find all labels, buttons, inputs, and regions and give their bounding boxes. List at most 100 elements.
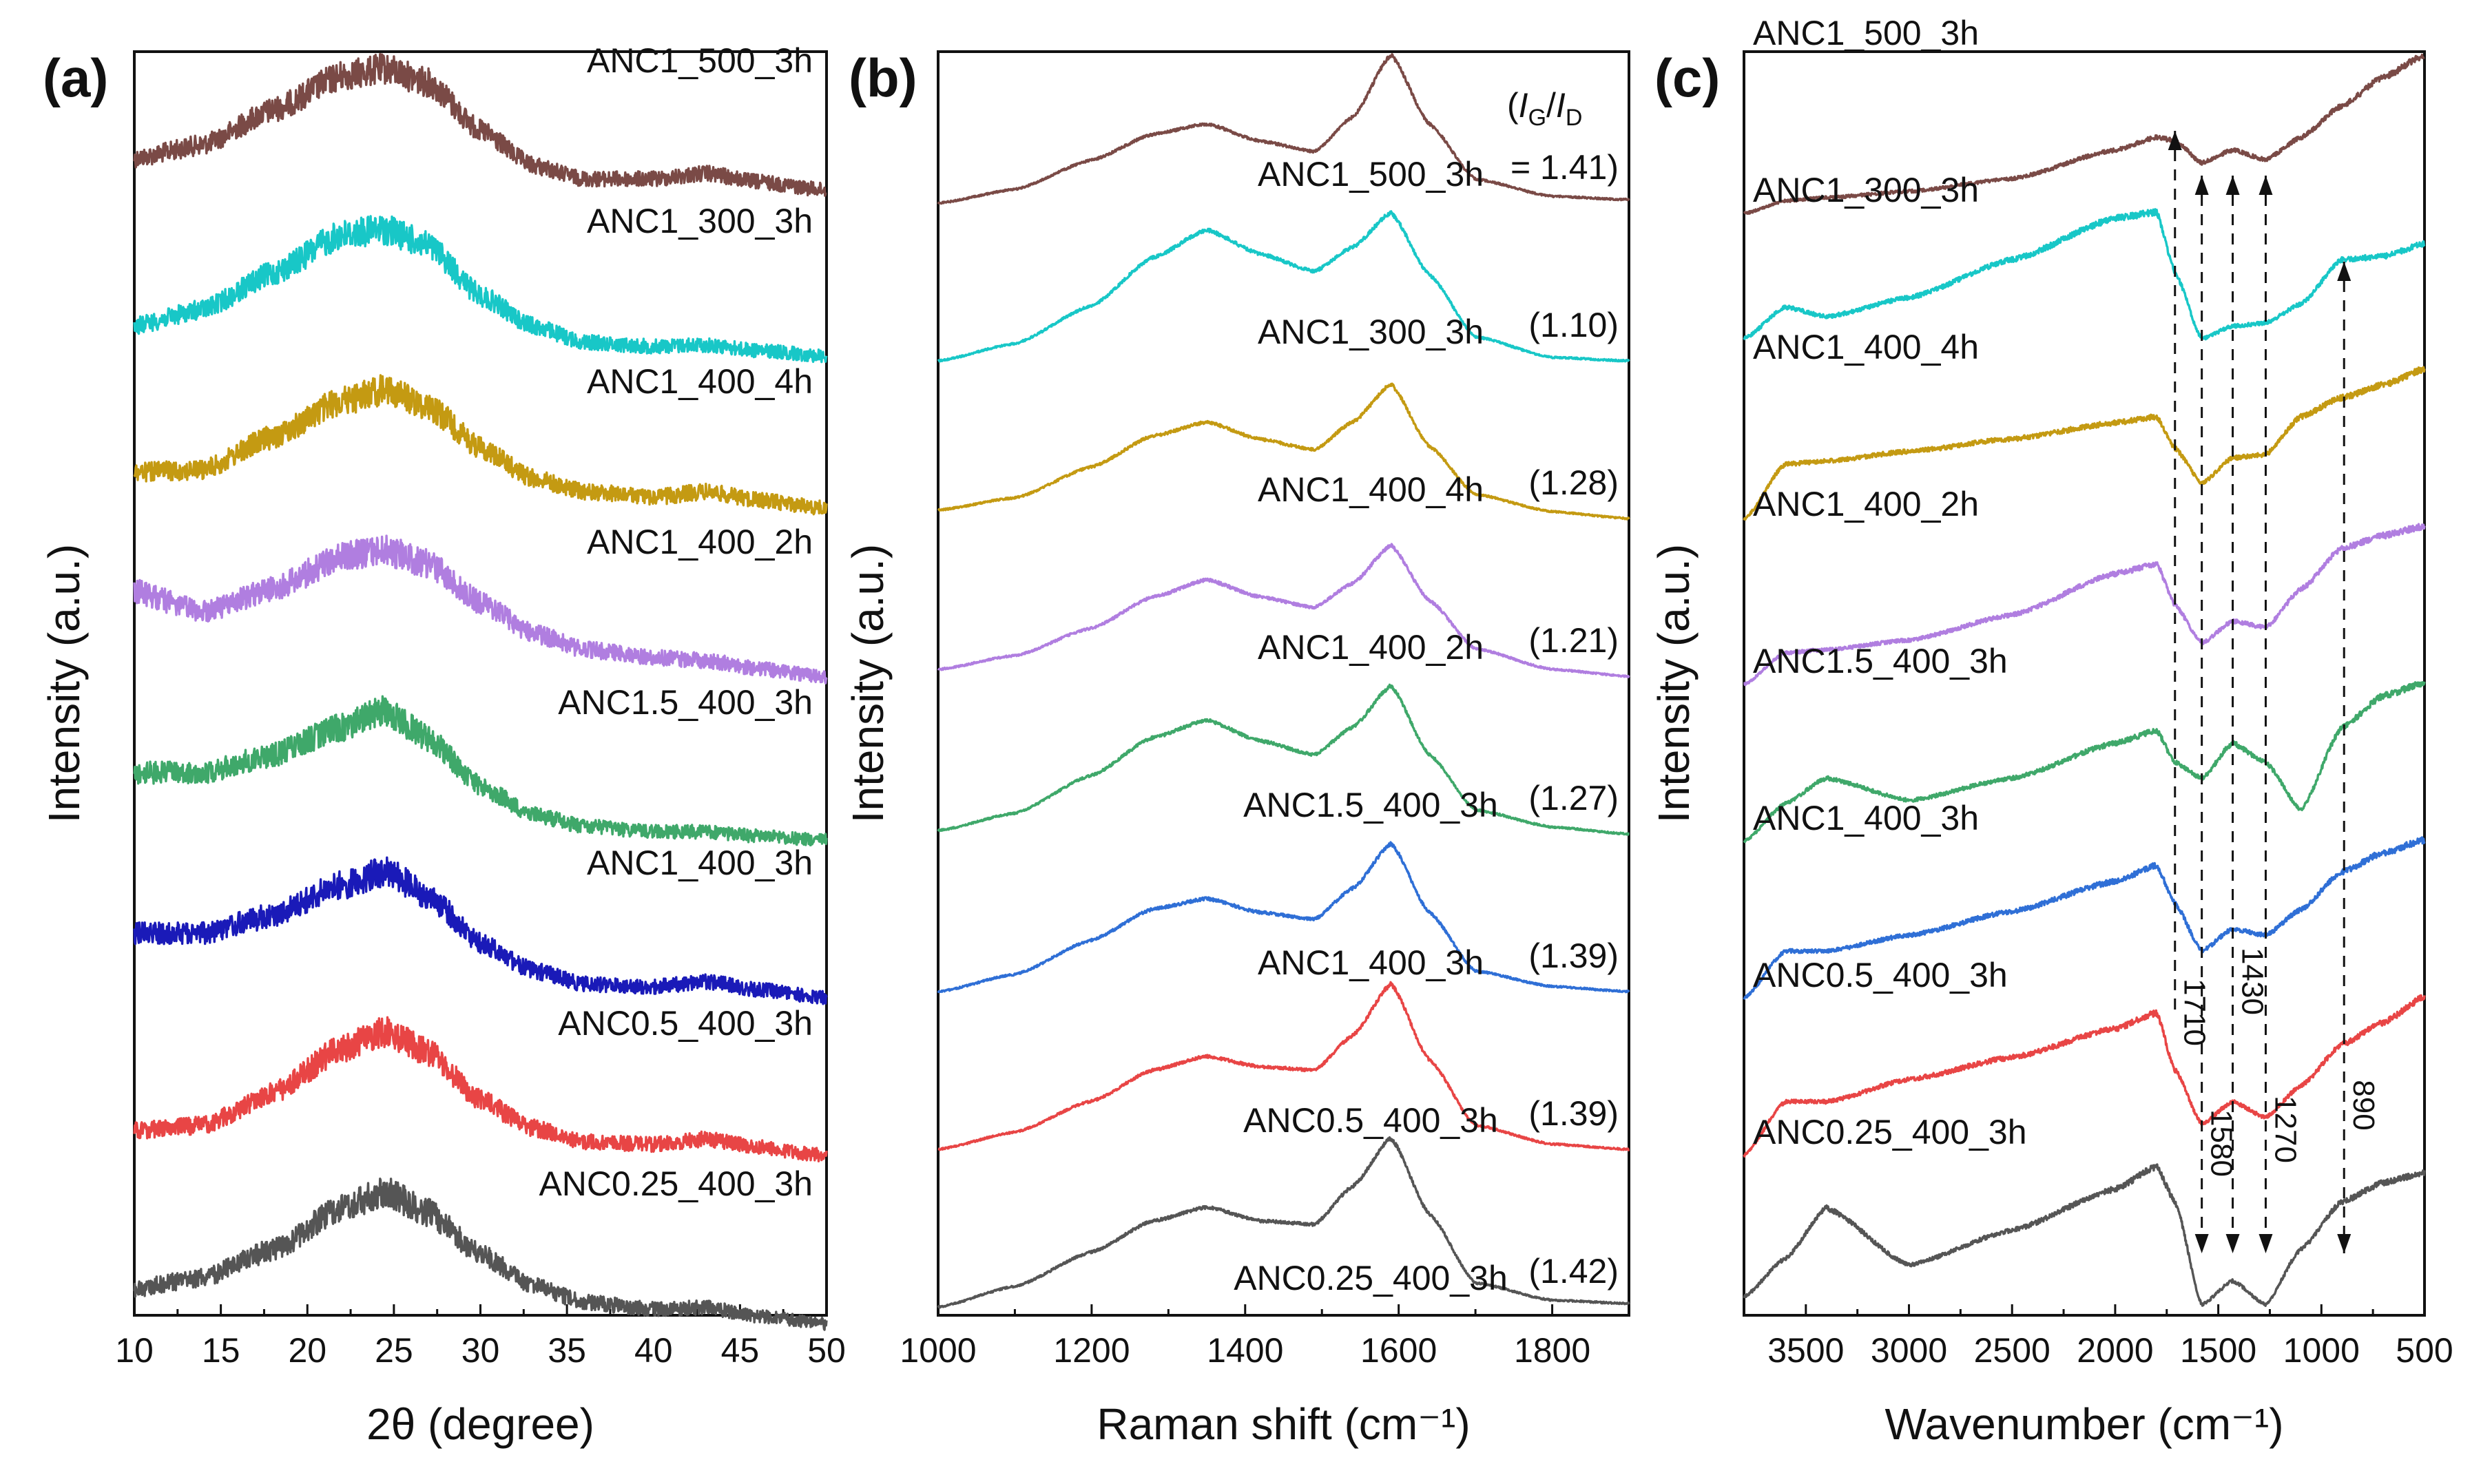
x-tick-label: 30 <box>461 1331 500 1370</box>
x-tick-label: 2000 <box>2077 1331 2153 1370</box>
series-line-ANC1.5_400_3h <box>937 683 1630 836</box>
arrow-up-1430 <box>2225 176 2240 195</box>
series-label-ANC1_300_3h: ANC1_300_3h <box>1753 171 1979 209</box>
series-line-ANC1_400_2h <box>133 534 828 684</box>
series-line-ANC1_400_3h <box>937 841 1630 994</box>
x-tick-label: 15 <box>202 1331 240 1370</box>
arrow-down-1580 <box>2194 1234 2209 1253</box>
x-tick-label: 3000 <box>1871 1331 1947 1370</box>
series-line-ANC1_300_3h <box>133 215 828 364</box>
series-label-ANC0.25_400_3h: ANC0.25_400_3h <box>1753 1113 2027 1151</box>
x-tick-label: 1000 <box>900 1331 976 1370</box>
peak-label-1430: 1430 <box>2236 948 2270 1015</box>
series-label-ANC1_400_3h: ANC1_400_3h <box>1258 943 1484 982</box>
series-line-ANC1_500_3h <box>133 53 827 197</box>
ratio-header-i2: I <box>1556 86 1566 125</box>
ratio-header-slash: / <box>1546 86 1556 125</box>
panel-a-letter: (a) <box>43 48 108 108</box>
series-line-ANC1_500_3h <box>1743 53 2425 215</box>
panel-b: (b) 1000 1200 1400 1600 1800 Raman shift (cm⁻… <box>843 48 1630 1449</box>
peak-label-1270: 1270 <box>2268 1096 2302 1163</box>
peak-label-1710: 1710 <box>2178 979 2212 1046</box>
series-line-ANC1.5_400_3h <box>1743 681 2426 844</box>
ratio-header-line1: (IG/ID <box>1507 86 1582 131</box>
series-line-ANC0.5_400_3h <box>937 981 1630 1151</box>
ratio-header-value: = 1.41) <box>1510 148 1619 187</box>
series-label-ANC1.5_400_3h: ANC1.5_400_3h <box>1243 786 1498 824</box>
series-label-ANC1_400_2h: ANC1_400_2h <box>587 523 813 561</box>
ratio-header-g: G <box>1528 105 1546 131</box>
ratio-label: (1.21) <box>1528 621 1619 660</box>
series-line-ANC1_400_4h <box>1743 366 2426 521</box>
series-label-ANC1_300_3h: ANC1_300_3h <box>1258 313 1484 351</box>
series-line-ANC0.5_400_3h <box>1743 994 2426 1158</box>
series-label-ANC1_500_3h: ANC1_500_3h <box>1258 155 1484 194</box>
x-tick-label: 45 <box>721 1331 760 1370</box>
series-line-ANC1_400_4h <box>133 374 828 516</box>
ratio-header-i: I <box>1519 86 1528 125</box>
series-label-ANC1.5_400_3h: ANC1.5_400_3h <box>558 683 813 722</box>
ratio-label: (1.27) <box>1528 779 1619 817</box>
series-label-ANC1_500_3h: ANC1_500_3h <box>1753 14 1979 52</box>
series-line-ANC0.25_400_3h <box>1743 1163 2426 1307</box>
series-line-ANC1_300_3h <box>937 210 1630 363</box>
panel-a: (a) 10 15 20 25 30 35 40 45 50 2θ (degree) Intensi… <box>39 41 846 1449</box>
arrow-up-1270 <box>2259 176 2273 195</box>
x-tick-label: 1600 <box>1360 1331 1437 1370</box>
x-tick-label: 3500 <box>1767 1331 1844 1370</box>
ratio-label: (1.39) <box>1528 1094 1619 1133</box>
series-label-ANC0.25_400_3h: ANC0.25_400_3h <box>1234 1259 1508 1297</box>
x-tick-label: 2500 <box>1974 1331 2050 1370</box>
series-label-ANC1.5_400_3h: ANC1.5_400_3h <box>1753 642 2008 680</box>
arrow-down-1270 <box>2259 1234 2273 1253</box>
y-axis-title: Intensity (a.u.) <box>1649 544 1699 824</box>
series-line-ANC1_400_3h <box>1743 836 2426 1001</box>
panel-c-letter: (c) <box>1654 48 1720 108</box>
series-label-ANC1_400_4h: ANC1_400_4h <box>587 362 813 401</box>
y-axis-title: Intensity (a.u.) <box>39 544 89 824</box>
arrow-down-890 <box>2337 1234 2351 1253</box>
panel-c: (c) 3500 3000 2500 2000 1500 1000 500 Wavenumbe… <box>1649 14 2453 1449</box>
x-axis-title: Wavenumber (cm⁻¹) <box>1884 1399 2283 1449</box>
plot-frame <box>937 50 1630 1317</box>
series-label-ANC1_400_3h: ANC1_400_3h <box>1753 799 1979 837</box>
series-line-ANC1_400_3h <box>133 856 828 1005</box>
series-label-ANC1_400_4h: ANC1_400_4h <box>1258 470 1484 509</box>
ratio-label: (1.28) <box>1528 463 1619 502</box>
arrow-up-890 <box>2337 262 2351 281</box>
series-label-ANC0.5_400_3h: ANC0.5_400_3h <box>1243 1101 1498 1140</box>
series-label-ANC1_500_3h: ANC1_500_3h <box>587 41 813 80</box>
x-axis-title: 2θ (degree) <box>366 1399 594 1449</box>
x-tick-label: 10 <box>115 1331 154 1370</box>
x-axis-title: Raman shift (cm⁻¹) <box>1097 1399 1470 1449</box>
arrow-up-1580 <box>2194 176 2209 195</box>
x-tick-label: 1000 <box>2283 1331 2360 1370</box>
x-tick-label: 500 <box>2396 1331 2453 1370</box>
x-tick-label: 50 <box>807 1331 846 1370</box>
series-line-ANC1_400_2h <box>1743 523 2426 687</box>
series-line-ANC1_500_3h <box>937 53 1630 205</box>
panel-b-letter: (b) <box>849 48 917 108</box>
arrow-down-1430 <box>2225 1234 2240 1253</box>
series-line-ANC1_300_3h <box>1743 208 2426 341</box>
x-tick-label: 1800 <box>1514 1331 1590 1370</box>
series-line-ANC1_400_2h <box>937 543 1630 678</box>
arrow-up-1710 <box>2168 131 2182 150</box>
x-tick-label: 25 <box>375 1331 413 1370</box>
x-tick-label: 1200 <box>1053 1331 1130 1370</box>
ratio-label: (1.10) <box>1528 306 1619 344</box>
ratio-header-d: D <box>1566 105 1583 131</box>
ratio-label: (1.39) <box>1528 937 1619 975</box>
series-line-ANC0.25_400_3h <box>937 1136 1630 1309</box>
series-line-ANC0.25_400_3h <box>133 1178 828 1331</box>
series-label-ANC1_400_3h: ANC1_400_3h <box>587 844 813 882</box>
series-line-ANC1.5_400_3h <box>133 695 828 847</box>
x-tick-label: 20 <box>288 1331 326 1370</box>
y-axis-title: Intensity (a.u.) <box>843 544 893 824</box>
x-tick-label: 35 <box>548 1331 586 1370</box>
series-label-ANC1_400_2h: ANC1_400_2h <box>1753 485 1979 523</box>
series-label-ANC1_400_2h: ANC1_400_2h <box>1258 628 1484 667</box>
series-line-ANC1_400_4h <box>937 382 1630 521</box>
series-label-ANC0.5_400_3h: ANC0.5_400_3h <box>558 1004 813 1043</box>
series-line-ANC0.5_400_3h <box>133 1016 828 1162</box>
